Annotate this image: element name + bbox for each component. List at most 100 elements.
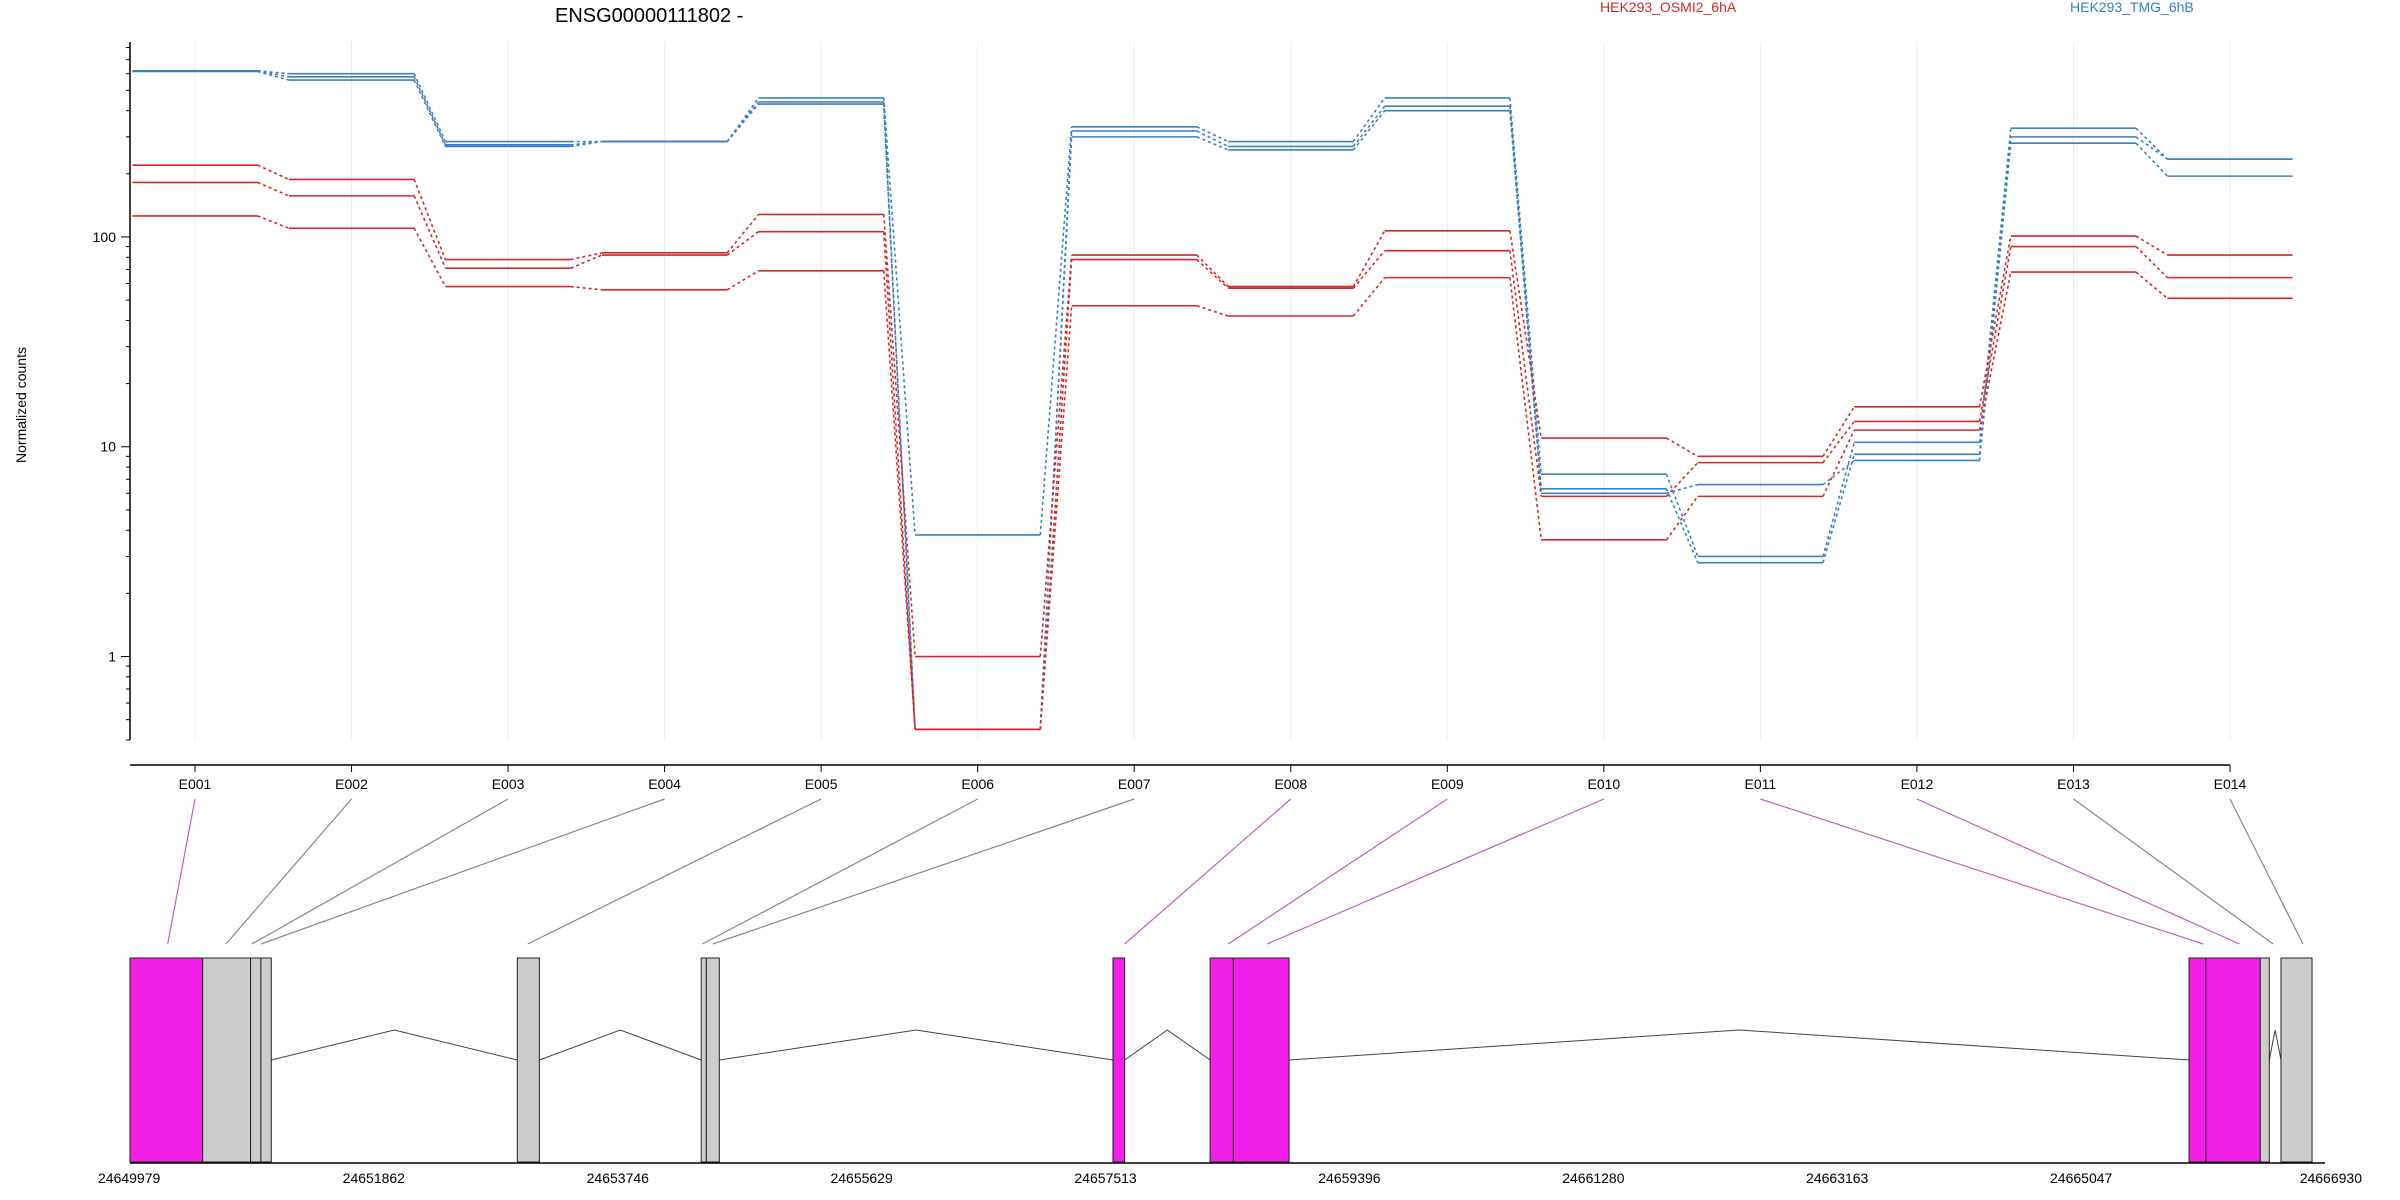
series-connector xyxy=(1822,442,1856,557)
link-line-e014 xyxy=(2229,798,2304,945)
series-connector xyxy=(726,231,760,256)
genomic-tick-label: 24665047 xyxy=(2050,1170,2113,1186)
series-connector xyxy=(257,164,290,181)
series-connector xyxy=(1196,130,1229,148)
y-axis-label: Normalized counts xyxy=(13,347,29,463)
link-line-e012 xyxy=(1916,798,2240,945)
exon-box xyxy=(202,957,252,1163)
series-connector xyxy=(413,79,447,147)
series-connector xyxy=(1196,259,1229,289)
series-connector xyxy=(1978,128,2012,443)
exon-box xyxy=(2188,957,2207,1163)
series-connector xyxy=(570,252,603,261)
exon-box xyxy=(2280,957,2313,1163)
genomic-tick-label: 24657513 xyxy=(1074,1170,1137,1186)
series-connector xyxy=(2135,235,2168,256)
series-connector xyxy=(1352,110,1386,151)
series-connector xyxy=(1039,254,1073,657)
series-connector xyxy=(882,214,916,657)
exon-link-lines xyxy=(167,798,2304,945)
exon-box xyxy=(2259,957,2270,1163)
series-connector xyxy=(1822,454,1856,563)
intron-line xyxy=(719,1029,1114,1061)
link-line-e002 xyxy=(225,798,352,945)
series-connector xyxy=(257,215,290,230)
series-connector xyxy=(882,231,916,730)
exon-box xyxy=(700,957,707,1163)
genomic-tick-label: 24661280 xyxy=(1562,1170,1625,1186)
series-connector xyxy=(1509,230,1543,439)
series-connector xyxy=(1665,473,1699,557)
x-tick-label-e014: E014 xyxy=(2214,776,2247,792)
y-tick-label: 1 xyxy=(108,649,116,665)
series-connector xyxy=(413,73,447,142)
x-tick-label-e013: E013 xyxy=(2057,776,2090,792)
legend-label-tmg: HEK293_TMG_6hB xyxy=(2070,0,2194,15)
series-connector xyxy=(1978,246,2012,422)
genomic-tick-label: 24651862 xyxy=(343,1170,406,1186)
x-tick-label-e001: E001 xyxy=(179,776,212,792)
series-connector xyxy=(1822,406,1855,457)
plot-series xyxy=(132,69,2293,731)
series-connector xyxy=(1822,429,1856,497)
exon-box xyxy=(250,957,262,1163)
series-connector xyxy=(1665,495,1699,541)
series-connector xyxy=(1196,126,1229,143)
series-6 xyxy=(132,215,2293,731)
series-connector xyxy=(1039,136,1073,730)
exon-box xyxy=(1232,957,1290,1163)
x-tick-label-e002: E002 xyxy=(335,776,368,792)
y-tick-label: 10 xyxy=(100,439,116,455)
series-connector xyxy=(1039,126,1073,535)
genomic-tick-label: 24649979 xyxy=(98,1170,161,1186)
exon-box xyxy=(516,957,540,1163)
series-connector xyxy=(1978,271,2012,431)
series-connector xyxy=(2135,246,2168,279)
series-connector xyxy=(882,270,916,730)
exon-box xyxy=(260,957,272,1163)
link-line-e008 xyxy=(1124,798,1292,945)
chart-title: ENSG00000111802 - xyxy=(555,5,743,27)
link-line-e007 xyxy=(712,798,1135,945)
intron-line xyxy=(1124,1029,1211,1061)
genomic-tick-label: 24666930 xyxy=(2300,1170,2363,1186)
series-4 xyxy=(132,164,2293,658)
series-connector xyxy=(570,140,603,148)
link-line-e010 xyxy=(1266,798,1605,945)
link-line-e001 xyxy=(167,798,196,945)
series-connector xyxy=(2135,127,2168,160)
series-connector xyxy=(413,179,447,260)
series-connector xyxy=(1509,110,1543,494)
series-connector xyxy=(726,103,760,143)
y-tick-label: 100 xyxy=(93,229,117,245)
link-line-e013 xyxy=(2073,798,2274,945)
series-connector xyxy=(1978,143,2012,461)
series-connector xyxy=(1352,277,1386,317)
series-3 xyxy=(132,70,2293,731)
link-line-e004 xyxy=(260,798,665,945)
series-connector xyxy=(1196,254,1229,288)
series-connector xyxy=(413,76,447,146)
series-connector xyxy=(1666,437,1699,458)
series-2 xyxy=(132,69,2293,731)
link-line-e009 xyxy=(1227,798,1448,945)
x-tick-label-e007: E007 xyxy=(1118,776,1151,792)
exon-box xyxy=(129,957,204,1163)
plot-axes: 1 10 100 E001 E002 E003 E004 E005 E006 E007 E008 E0… xyxy=(93,42,2247,792)
series-connector xyxy=(882,97,916,535)
genomic-tick-label: 24663163 xyxy=(1806,1170,1869,1186)
genomic-axis: 24649979 24651862 24653746 24655629 24657513… xyxy=(98,1162,2363,1186)
gene-model xyxy=(129,957,2313,1163)
series-connector xyxy=(257,181,290,197)
series-connector xyxy=(413,195,447,269)
x-tick-label-e008: E008 xyxy=(1274,776,1307,792)
link-line-e011 xyxy=(1760,798,2204,945)
series-connector xyxy=(1039,305,1073,730)
x-tick-label-e004: E004 xyxy=(648,776,681,792)
link-line-e006 xyxy=(702,798,978,945)
x-tick-label-e006: E006 xyxy=(961,776,994,792)
series-1 xyxy=(132,69,2293,558)
series-connector xyxy=(1822,420,1855,464)
series-connector xyxy=(726,213,760,254)
series-connector xyxy=(1352,97,1386,143)
